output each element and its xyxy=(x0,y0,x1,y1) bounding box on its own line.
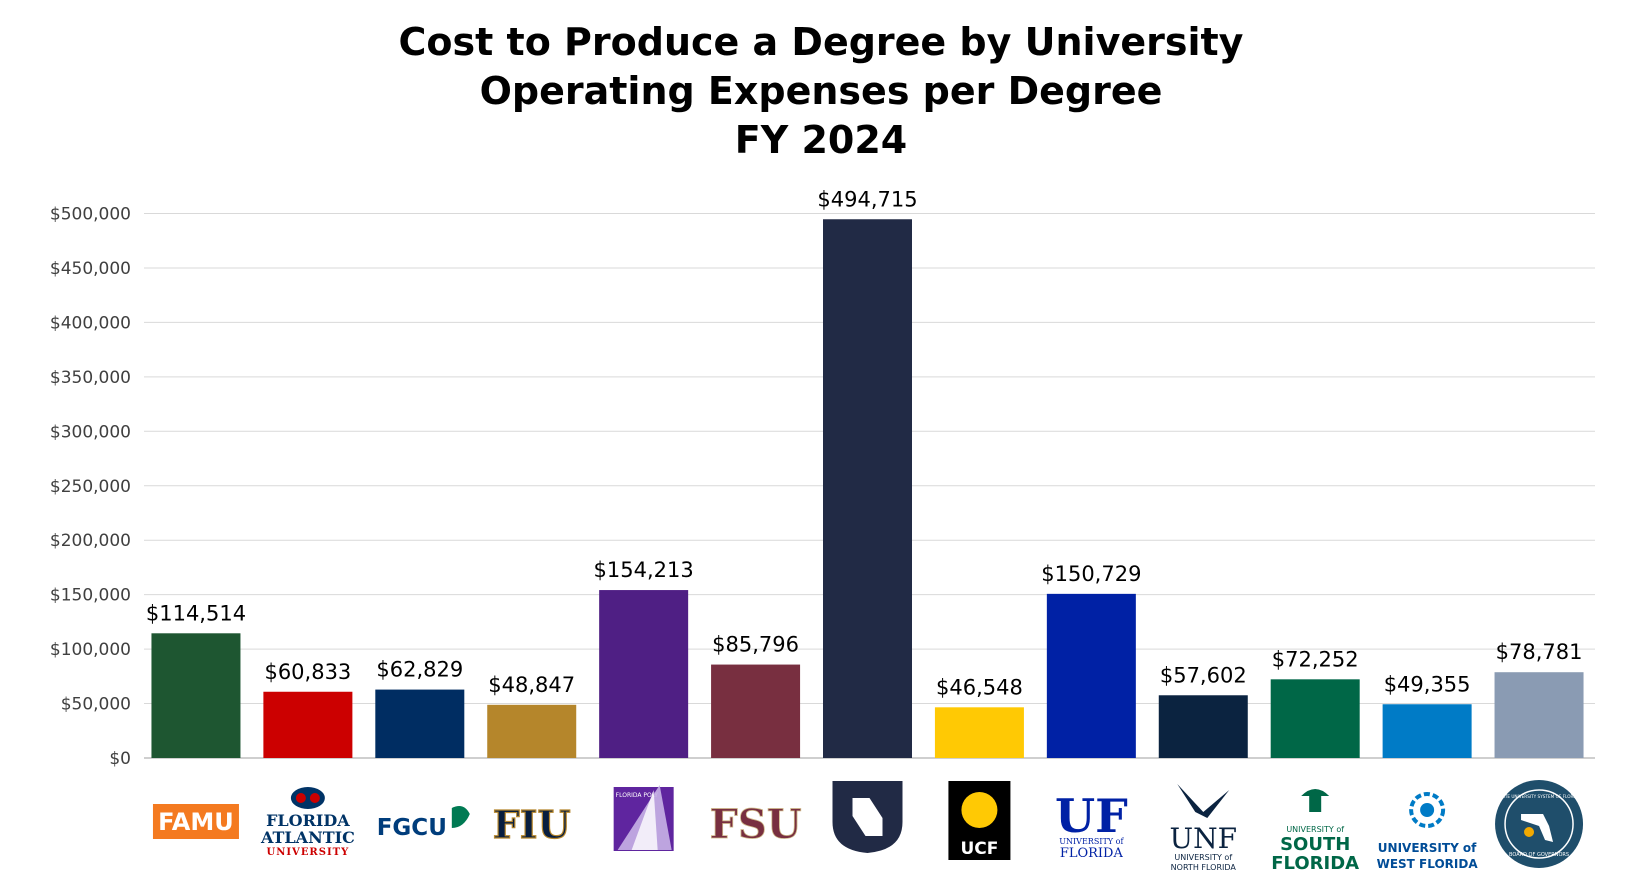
bar xyxy=(599,590,689,758)
owl-eye-icon xyxy=(309,793,320,803)
bar xyxy=(1158,695,1248,758)
chart-title-line-1: Cost to Produce a Degree by University xyxy=(398,20,1244,64)
osprey-icon xyxy=(1177,784,1230,818)
sun-icon xyxy=(1524,827,1535,837)
phoenix-wing-icon xyxy=(631,790,658,850)
chart-title-line-2: Operating Expenses per Degree xyxy=(479,69,1163,113)
uf-logo-text: UF xyxy=(1055,789,1128,843)
new-college-mark-icon xyxy=(852,798,883,836)
y-tick-label: $450,000 xyxy=(50,259,131,279)
unf-logo-text: UNF xyxy=(1170,822,1238,855)
unf-logo-line: UNIVERSITY of xyxy=(1174,853,1232,862)
value-labels: $114,514 $60,833 $62,829 $48,847 $154,213 $85… xyxy=(146,187,1583,699)
bar xyxy=(487,704,577,758)
bar xyxy=(1494,672,1584,758)
nautilus-center-icon xyxy=(1420,803,1435,817)
unf-logo-line: NORTH FLORIDA xyxy=(1171,863,1237,872)
nautilus-icon xyxy=(1409,792,1446,828)
y-tick-label: $100,000 xyxy=(50,640,131,660)
bull-horns-icon xyxy=(1301,789,1330,812)
pegasus-icon xyxy=(961,792,998,828)
uf-logo-line: UNIVERSITY of xyxy=(1059,837,1124,846)
logo-famu: FAMU xyxy=(152,804,239,839)
bar xyxy=(711,664,801,758)
bar xyxy=(934,707,1024,758)
bar-value-label: $494,715 xyxy=(817,187,917,211)
y-tick-label: $400,000 xyxy=(50,313,131,333)
fau-logo-line: FLORIDA xyxy=(266,811,350,830)
chart-title-line-3: FY 2024 xyxy=(734,118,908,162)
famu-logo-badge xyxy=(152,804,239,839)
owl-eye-icon xyxy=(295,793,306,803)
bar xyxy=(375,689,465,758)
florida-poly-logo-text: FLORIDA POLY xyxy=(616,792,659,799)
logo-fgcu: FGCU xyxy=(377,806,470,841)
florida-map-icon xyxy=(1521,814,1554,842)
bar-value-label: $46,548 xyxy=(936,675,1023,699)
logo-ucf: UCF xyxy=(948,781,1011,860)
fau-logo-line: UNIVERSITY xyxy=(267,847,350,858)
bar xyxy=(1270,679,1360,758)
y-tick-label: $150,000 xyxy=(50,586,131,606)
usf-logo-line: FLORIDA xyxy=(1271,853,1359,874)
uf-logo-line: FLORIDA xyxy=(1060,846,1124,861)
bars xyxy=(151,219,1584,758)
eagle-icon xyxy=(451,806,470,828)
uwf-logo-line: UNIVERSITY of xyxy=(1378,841,1477,855)
ucf-logo-text: UCF xyxy=(960,839,998,859)
y-tick-label: $200,000 xyxy=(50,531,131,551)
bar-value-label: $150,729 xyxy=(1041,562,1141,586)
famu-logo-text: FAMU xyxy=(158,808,234,836)
logo-fsu: FSU xyxy=(709,801,802,849)
bar-value-label: $72,252 xyxy=(1272,647,1359,671)
y-tick-label: $50,000 xyxy=(61,695,131,715)
bar-value-label: $60,833 xyxy=(264,660,351,684)
y-tick-label: $0 xyxy=(109,749,131,769)
fau-logo-line: ATLANTIC xyxy=(260,828,355,847)
y-tick-label: $250,000 xyxy=(50,477,131,497)
fgcu-logo-text: FGCU xyxy=(377,815,447,841)
bar-value-label: $57,602 xyxy=(1160,663,1247,687)
y-tick-label: $500,000 xyxy=(50,205,131,225)
seal-ring-icon xyxy=(1504,789,1574,859)
bar xyxy=(823,219,912,758)
bar xyxy=(1046,593,1136,758)
usf-logo-line: UNIVERSITY of xyxy=(1286,825,1344,834)
y-tick-label: $300,000 xyxy=(50,422,131,442)
fsu-logo-text: FSU xyxy=(709,801,801,848)
logo-new-college xyxy=(832,781,903,853)
chart-title: Cost to Produce a Degree by University O… xyxy=(0,18,1642,165)
bar-value-label: $85,796 xyxy=(712,633,799,657)
bar-value-label: $78,781 xyxy=(1496,640,1583,664)
owl-icon xyxy=(290,787,325,809)
bar-value-label: $62,829 xyxy=(376,658,463,682)
bar-value-label: $114,514 xyxy=(146,601,246,625)
logo-fiu: FIU xyxy=(492,801,571,847)
logo-florida-poly: FLORIDA POLY xyxy=(613,785,674,851)
logo-board-of-governors: STATE UNIVERSITY SYSTEM OF FLORIDA BOARD … xyxy=(1495,780,1584,868)
bar xyxy=(151,633,241,758)
bar-value-label: $49,355 xyxy=(1384,672,1471,696)
seal-text-line: STATE UNIVERSITY SYSTEM OF FLORIDA xyxy=(1497,794,1580,799)
seal-text-line: BOARD OF GOVERNORS xyxy=(1509,852,1569,858)
uwf-logo-line: WEST FLORIDA xyxy=(1377,857,1479,871)
logo-uwf: UNIVERSITY of WEST FLORIDA xyxy=(1377,792,1479,871)
y-axis-tick-labels: $0 $50,000 $100,000 $150,000 $200,000 $250,00… xyxy=(50,205,131,770)
usf-logo-line: SOUTH xyxy=(1280,834,1350,855)
bar xyxy=(263,691,353,758)
bar-value-label: $154,213 xyxy=(594,558,694,582)
bar xyxy=(1382,704,1472,758)
bar-value-label: $48,847 xyxy=(488,673,575,697)
fiu-logo-text: FIU xyxy=(493,802,571,847)
y-tick-label: $350,000 xyxy=(50,368,131,388)
